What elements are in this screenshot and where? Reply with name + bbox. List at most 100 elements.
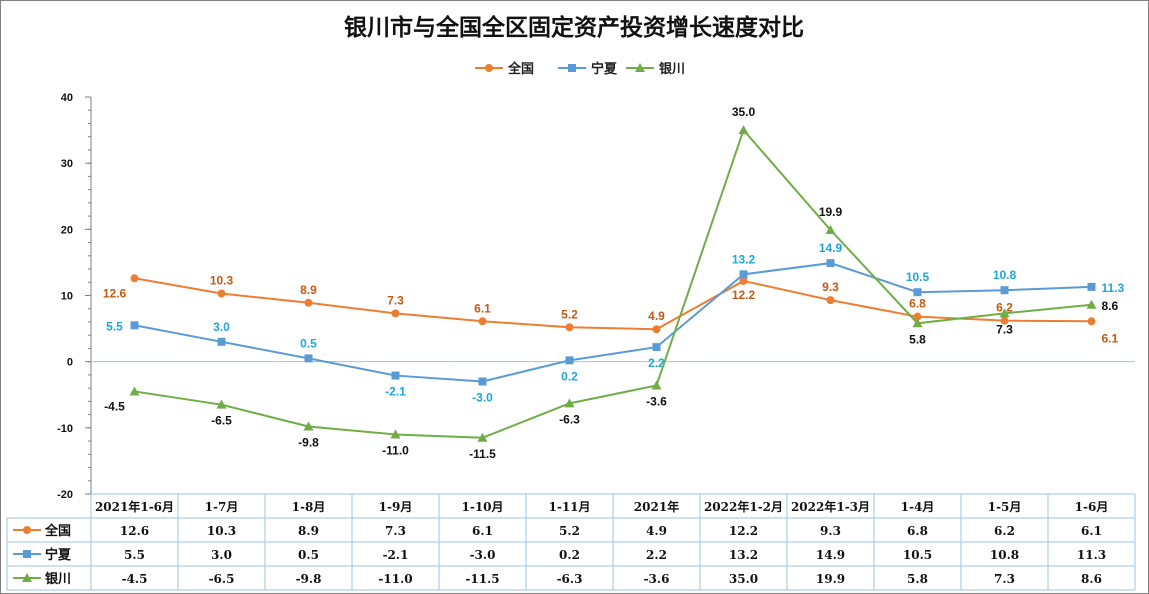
chart-title: 银川市与全国全区固定资产投资增长速度对比 [344, 14, 804, 41]
legend-marker [568, 64, 576, 72]
table-cell: 13.2 [729, 548, 758, 562]
data-label: 4.9 [648, 309, 665, 323]
data-point [217, 289, 226, 298]
data-point [130, 274, 139, 283]
category-label: 1-11月 [548, 500, 590, 514]
category-label: 1-4月 [901, 500, 935, 514]
table-cell: -3.6 [644, 572, 670, 586]
table-cell: 4.9 [646, 524, 667, 538]
y-tick-label: 40 [61, 92, 73, 104]
data-label: -6.3 [559, 412, 580, 426]
data-point [1000, 286, 1009, 295]
table-cell: 8.6 [1081, 572, 1102, 586]
table-cell: 12.6 [120, 524, 149, 538]
data-label: -11.0 [382, 443, 409, 457]
data-label: 11.3 [1102, 281, 1125, 295]
legend-label: 银川 [659, 61, 685, 77]
table-cell: -11.0 [378, 572, 412, 586]
table-row-key-0: 全国 [13, 523, 71, 539]
data-label: 0.2 [561, 369, 578, 383]
category-label: 2021年1-6月 [95, 499, 174, 514]
series-0: 12.6 10.3 8.9 7.3 6.1 5.2 4.9 12.2 9.3 6.8 6.2 6.1 [103, 274, 1119, 346]
data-label: 3.0 [213, 320, 230, 334]
category-label: 1-10月 [461, 500, 503, 514]
category-label: 1-9月 [379, 500, 413, 514]
y-tick-label: 20 [61, 224, 73, 236]
table-cell: 35.0 [729, 572, 758, 586]
data-point [391, 371, 400, 380]
table-cell: 6.1 [1081, 524, 1102, 538]
table-cell: 6.2 [994, 524, 1015, 538]
data-point [913, 288, 922, 297]
data-point [826, 259, 835, 268]
table-cell: 2.2 [646, 548, 667, 562]
data-table: 2021年1-6月 1-7月 1-8月 1-9月 1-10月 1-11月 2021年 2022… [6, 493, 1136, 591]
data-label: 10.3 [210, 274, 234, 288]
data-point [216, 399, 227, 409]
data-label: -9.8 [298, 436, 319, 450]
data-label: 35.0 [732, 105, 756, 119]
table-cell: 0.5 [298, 548, 319, 562]
data-point [739, 270, 748, 279]
data-point [477, 432, 488, 442]
data-label: 5.2 [561, 307, 578, 321]
data-label: 7.3 [996, 322, 1013, 336]
data-point [304, 298, 313, 307]
y-tick-label: -10 [57, 423, 73, 435]
table-cell: 6.1 [472, 524, 493, 538]
data-label: 10.5 [906, 270, 930, 284]
data-label: 13.2 [732, 252, 756, 266]
data-point [912, 318, 923, 328]
legend-label: 宁夏 [591, 61, 618, 77]
data-point [303, 421, 314, 431]
data-label: 6.2 [996, 301, 1013, 315]
data-label: 10.8 [993, 268, 1017, 282]
series-line [134, 262, 1092, 383]
table-cell: 5.8 [907, 572, 928, 586]
data-point [565, 356, 574, 365]
legend-label: 全国 [507, 61, 534, 77]
table-cell: 10.8 [990, 548, 1019, 562]
data-label: -11.5 [469, 447, 496, 461]
data-label: 7.3 [387, 293, 404, 307]
table-cell: 11.3 [1077, 548, 1106, 562]
data-label: 6.8 [909, 297, 926, 311]
table-cell: 6.8 [907, 524, 928, 538]
data-label: 12.6 [103, 286, 127, 300]
category-label: 2021年 [634, 499, 679, 514]
table-cell: -6.5 [209, 572, 235, 586]
series-2: -4.5 -6.5 -9.8 -11.0 -11.5 -6.3 -3.6 35.0 19.9 5.… [104, 105, 1118, 461]
data-point [1087, 317, 1096, 326]
table-cell: 14.9 [816, 548, 845, 562]
legend-item-1: 宁夏 [558, 61, 618, 77]
data-label: 5.8 [909, 332, 926, 346]
y-tick-label: 10 [61, 291, 73, 303]
table-cell: 3.0 [211, 548, 232, 562]
series-line [134, 128, 1092, 439]
data-label: 14.9 [819, 241, 843, 255]
data-label: 5.5 [106, 319, 123, 333]
data-point [999, 308, 1010, 318]
table-cell: 19.9 [816, 572, 845, 586]
axes: -20 -10 0 10 20 30 40 [57, 92, 1135, 501]
row-label: 全国 [44, 523, 71, 539]
y-tick-label: 30 [61, 158, 73, 170]
data-label: 6.1 [474, 301, 491, 315]
table-cell: 5.2 [559, 524, 580, 538]
data-point [826, 296, 835, 305]
row-key-marker [23, 550, 31, 558]
data-point [652, 325, 661, 334]
table-cell: 9.3 [820, 524, 841, 538]
data-label: 19.9 [819, 205, 843, 219]
data-point [1086, 299, 1097, 309]
data-label: 6.1 [1102, 331, 1119, 345]
data-point [129, 386, 140, 396]
table-cell: -11.5 [465, 572, 499, 586]
data-point [564, 398, 575, 408]
table-cell: 12.2 [729, 524, 758, 538]
category-label: 1-7月 [205, 500, 239, 514]
data-point [130, 321, 139, 330]
table-cell: -2.1 [383, 548, 409, 562]
